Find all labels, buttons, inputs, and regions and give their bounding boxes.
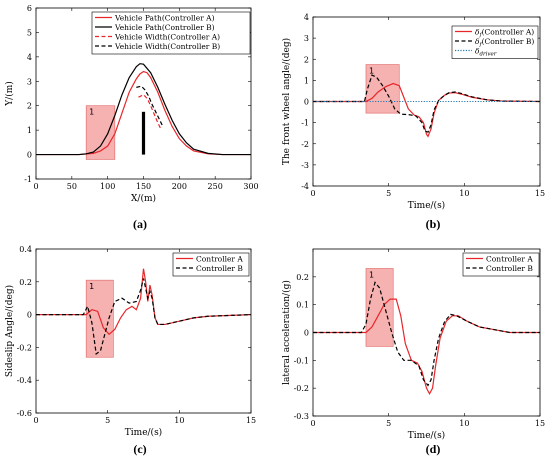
chart-panel-a: 10 50 100 150 200 250 300-10123456X/(m)Y/(m)(a… (4, 4, 259, 231)
obstacle-bar (141, 111, 146, 155)
legend-entry: Controller A (486, 255, 533, 264)
x-tick-label: 10 (459, 189, 469, 198)
x-tick-label: 15 (246, 416, 256, 425)
series-line-1 (36, 63, 251, 156)
x-tick-label: 250 (208, 182, 223, 191)
legend: Vehicle Path(Controller A)Vehicle Path(C… (91, 11, 251, 55)
y-tick-label: 0.2 (19, 278, 32, 287)
y-tick-label: -1 (24, 175, 32, 184)
x-tick-label: 0 (310, 419, 315, 428)
highlight-label: 1 (89, 282, 94, 291)
panel-caption: (c) (133, 442, 146, 456)
x-tick-label: 0 (33, 416, 38, 425)
series-line-1 (313, 281, 540, 387)
y-tick-label: -0.2 (294, 384, 309, 393)
y-tick-label: 1 (27, 126, 32, 135)
chart-panel-d: 10 5 10 15-0.3-0.2-0.100.10.2Time/(s)latera… (281, 248, 545, 456)
panel-caption: (d) (426, 442, 441, 456)
legend-entry: Controller B (196, 264, 243, 273)
legend-entry: Controller A (196, 255, 243, 264)
panel-caption: (a) (133, 217, 147, 231)
y-tick-label: 6 (27, 4, 32, 13)
y-tick-label: 0 (304, 329, 309, 338)
y-tick-label: 2 (304, 55, 309, 64)
x-tick-label: 300 (243, 182, 258, 191)
legend-entry: Vehicle Path(Controller A) (114, 14, 215, 23)
x-axis-label: Time/(s) (408, 430, 445, 441)
y-tick-label: 0 (304, 98, 309, 107)
y-axis-label: lateral acceleration/(g) (281, 280, 292, 385)
y-axis-label: Sideslip Angle/(deg) (4, 285, 15, 377)
y-tick-label: -1 (301, 119, 309, 128)
y-tick-label: 3 (27, 77, 32, 86)
series-line-1 (36, 278, 252, 356)
legend-entry: Vehicle Width(Controller A) (114, 33, 220, 42)
y-tick-label: -0.2 (17, 343, 32, 352)
legend-entry: δf(Controller B) (475, 37, 534, 48)
y-tick-label: -0.3 (294, 412, 309, 421)
y-tick-label: 3 (304, 34, 309, 43)
series-line-3 (136, 85, 164, 127)
y-tick-label: 0.1 (296, 301, 309, 310)
x-tick-label: 150 (136, 182, 151, 191)
y-tick-label: 5 (27, 28, 32, 37)
y-tick-label: 1 (304, 76, 309, 85)
x-axis-label: X/(m) (131, 193, 156, 204)
series-line-1 (313, 74, 541, 133)
y-axis-label: Y/(m) (4, 81, 15, 107)
x-axis-label: Time/(s) (408, 200, 445, 211)
panel-caption: (b) (426, 217, 441, 231)
series-line-0 (313, 82, 541, 138)
x-tick-label: 15 (535, 189, 545, 198)
y-tick-label: -0.6 (17, 409, 32, 418)
x-axis-label: Time/(s) (125, 427, 162, 438)
axes-frame (35, 248, 252, 414)
legend-entry: δdriver (475, 47, 497, 58)
y-tick-label: -3 (301, 161, 309, 170)
x-tick-label: 0 (310, 189, 315, 198)
chart-panel-c: 10 5 10 15-0.6-0.4-0.200.20.4Time/(s)Sidesl… (4, 245, 256, 456)
y-tick-label: 2 (27, 102, 32, 111)
plot-area (36, 249, 251, 413)
y-tick-label: 0.4 (19, 245, 32, 254)
x-tick-label: 50 (67, 182, 77, 191)
x-tick-label: 5 (105, 416, 110, 425)
y-tick-label: 0 (27, 311, 32, 320)
highlight-region (365, 268, 394, 347)
x-tick-label: 100 (100, 182, 115, 191)
y-tick-label: 4 (27, 53, 32, 62)
legend-box (91, 11, 251, 55)
y-tick-label: 4 (304, 13, 309, 22)
y-tick-label: -0.4 (17, 376, 32, 385)
highlight-label: 1 (369, 67, 374, 76)
x-tick-label: 10 (459, 419, 469, 428)
x-tick-label: 0 (33, 182, 38, 191)
legend-entry: Controller B (486, 264, 533, 273)
legend: δf(Controller A)δf(Controller B)δdriver (451, 25, 539, 59)
x-tick-label: 15 (535, 419, 545, 428)
x-tick-label: 5 (386, 419, 391, 428)
legend-entry: δf(Controller A) (475, 28, 534, 39)
y-axis-label: The front wheel angle/(deg) (281, 38, 292, 165)
x-tick-label: 10 (174, 416, 184, 425)
legend-entry: Vehicle Path(Controller B) (114, 23, 215, 32)
highlight-label: 1 (89, 108, 94, 117)
highlight-label: 1 (369, 270, 374, 279)
x-tick-label: 200 (172, 182, 187, 191)
legend-entry: Vehicle Width(Controller B) (114, 42, 220, 51)
series-line-0 (36, 70, 251, 156)
y-tick-label: 0 (27, 151, 32, 160)
y-tick-label: -2 (301, 140, 309, 149)
y-tick-label: -4 (301, 182, 309, 191)
y-tick-label: -0.1 (294, 356, 309, 365)
x-tick-label: 5 (386, 189, 391, 198)
y-tick-label: 0.2 (296, 273, 309, 282)
